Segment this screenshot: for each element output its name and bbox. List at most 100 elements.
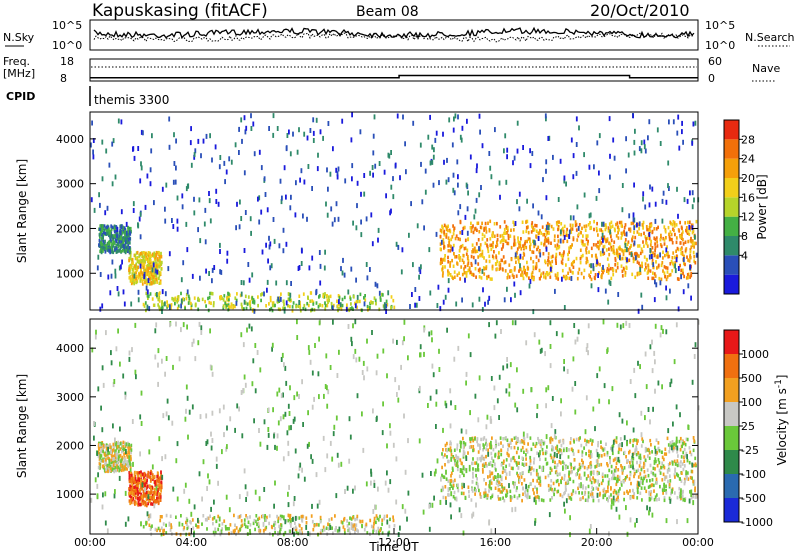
range-cell [120,468,123,473]
range-cell [559,461,562,465]
range-cell [522,486,524,490]
range-cell [605,225,608,230]
range-cell [608,252,611,257]
range-cell [476,437,479,441]
range-cell [541,225,544,229]
range-cell [155,483,158,488]
range-cell [681,232,683,236]
range-cell [549,487,552,491]
range-cell [659,484,661,489]
range-cell [506,154,508,160]
range-cell [522,276,525,281]
range-cell [615,497,618,502]
range-cell [516,199,518,205]
range-cell [576,472,579,476]
range-cell [649,253,652,257]
range-cell [580,482,582,486]
range-cell [536,490,538,494]
range-cell [114,248,116,252]
range-cell [581,450,584,454]
range-cell [690,496,693,500]
range-cell [520,247,523,251]
range-cell [487,221,489,225]
range-cell [507,241,510,246]
range-cell [97,454,100,458]
range-cell [133,155,136,161]
range-cell [475,481,478,486]
range-cell [319,263,322,269]
range-cell [502,437,505,441]
colorbar-tick-label: 4 [741,249,748,262]
range-cell [377,227,380,233]
range-cell [625,231,628,237]
range-cell [148,499,151,504]
range-cell [155,250,158,255]
range-cell [617,292,620,297]
range-cell [619,255,621,261]
range-cell [654,274,657,278]
range-cell [352,220,354,226]
range-cell [683,459,686,463]
range-cell [497,494,499,499]
range-cell [507,442,509,447]
range-cell [141,259,144,263]
power-scatter [90,112,700,315]
range-cell [607,489,609,493]
range-cell [435,401,438,407]
range-cell [113,469,116,474]
range-cell [479,243,482,247]
range-cell [127,242,130,246]
range-cell [638,244,641,248]
range-cell [139,234,142,240]
range-cell [566,465,569,469]
range-cell [98,443,101,447]
range-cell [655,493,658,497]
range-cell [155,266,157,270]
range-cell [651,478,654,482]
range-cell [138,477,140,481]
range-cell [599,491,601,496]
range-cell [467,259,470,263]
range-cell [690,245,693,249]
range-cell [591,494,593,498]
range-cell [340,307,343,311]
range-cell [489,237,492,241]
range-cell [295,530,298,535]
range-cell [674,475,676,479]
range-cell [519,472,522,476]
range-cell [211,278,213,284]
range-cell [144,484,146,488]
range-cell [668,234,671,239]
range-cell [215,456,218,462]
cpid-program: themis 3300 [94,93,169,107]
range-cell [694,495,697,499]
range-cell [209,218,212,224]
range-cell [269,295,272,300]
range-cell [651,450,653,454]
range-cell [128,458,131,463]
range-cell [285,194,287,200]
range-cell [587,484,590,489]
range-cell [544,451,547,456]
range-cell [153,253,156,257]
range-cell [474,488,476,492]
range-cell [487,448,489,452]
range-cell [179,532,182,537]
range-cell [110,468,113,473]
range-cell [555,246,558,251]
range-cell [152,281,154,285]
range-cell [203,221,206,227]
range-cell [654,218,657,224]
range-cell [509,441,512,445]
range-cell [213,265,216,270]
range-cell [408,232,410,238]
range-cell [481,467,484,472]
range-cell [568,448,570,452]
range-cell [119,228,122,232]
range-cell [105,148,108,154]
range-cell [159,281,162,285]
range-cell [691,204,694,210]
range-cell [243,299,246,305]
range-cell [510,257,513,262]
range-cell [481,237,484,241]
